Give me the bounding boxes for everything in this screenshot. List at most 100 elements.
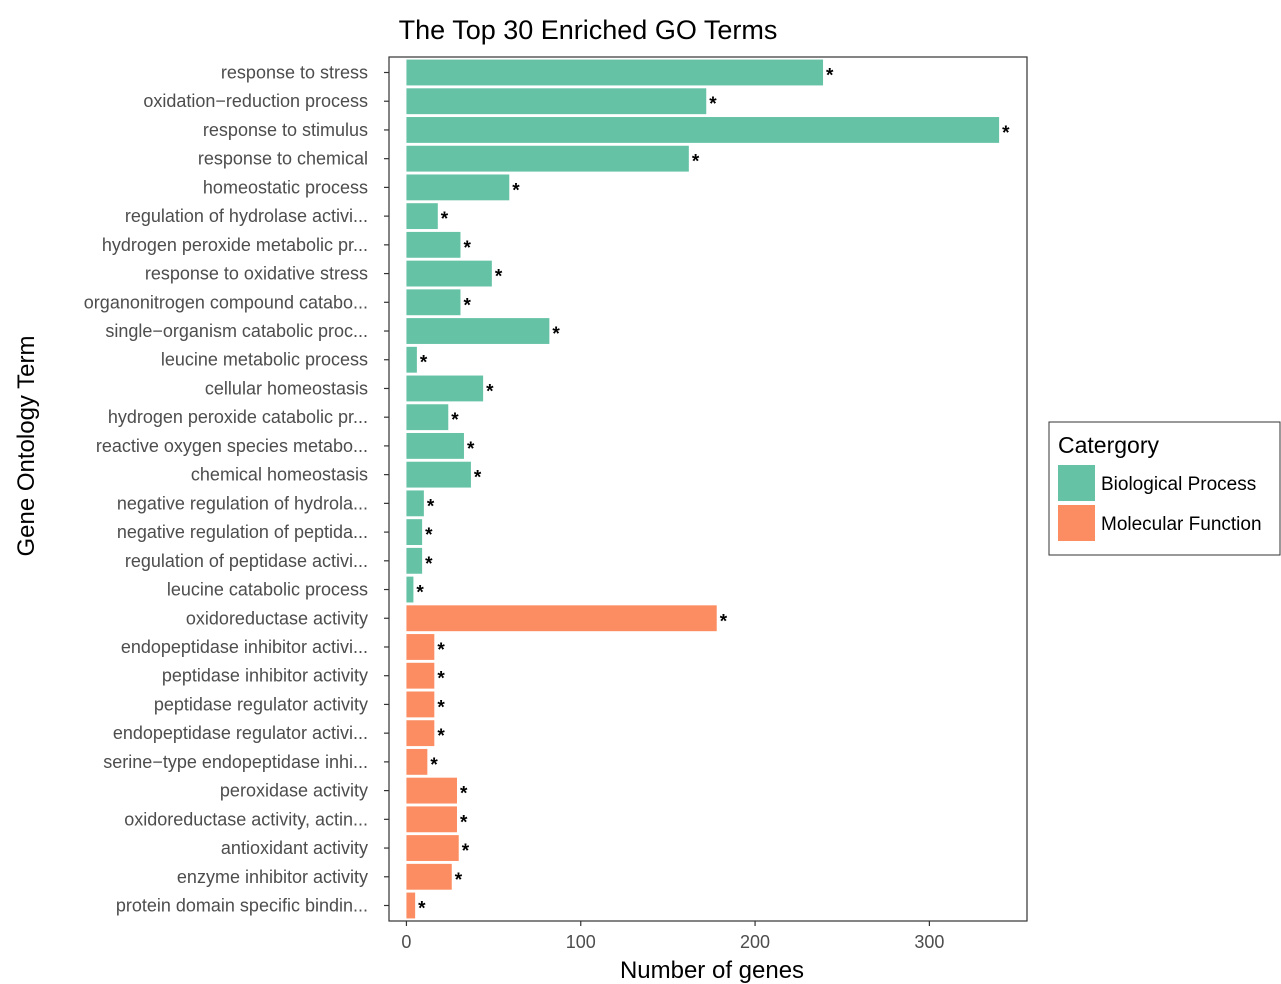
significance-star-2: * bbox=[709, 94, 717, 115]
bar-6 bbox=[406, 203, 438, 230]
bar-12 bbox=[406, 375, 484, 402]
significance-star-5: * bbox=[512, 180, 520, 201]
bar-10 bbox=[406, 318, 550, 344]
bar-14 bbox=[406, 432, 464, 459]
y-tick-label-22: peptidase inhibitor activity bbox=[162, 666, 368, 686]
bar-24 bbox=[406, 720, 435, 747]
y-tick-label-8: response to oxidative stress bbox=[145, 264, 368, 284]
x-tick-label-1: 0 bbox=[401, 932, 411, 952]
significance-star-19: * bbox=[416, 583, 424, 604]
significance-star-3: * bbox=[1002, 123, 1010, 144]
legend-key-molecular-function bbox=[1058, 505, 1095, 541]
plot-panel bbox=[388, 56, 1028, 922]
bar-2 bbox=[406, 88, 707, 115]
bar-17 bbox=[406, 519, 423, 546]
bar-21 bbox=[406, 634, 435, 660]
significance-star-28: * bbox=[462, 841, 470, 862]
significance-star-8: * bbox=[495, 267, 503, 288]
y-tick-label-12: cellular homeostasis bbox=[205, 378, 368, 398]
significance-star-18: * bbox=[425, 554, 433, 575]
bar-15 bbox=[406, 461, 471, 488]
y-tick-label-10: single−organism catabolic proc... bbox=[105, 321, 368, 341]
legend-label-molecular-function: Molecular Function bbox=[1101, 514, 1262, 535]
y-tick-label-6: regulation of hydrolase activi... bbox=[125, 206, 368, 226]
y-tick-label-3: response to stimulus bbox=[203, 120, 368, 140]
y-tick-label-26: peroxidase activity bbox=[220, 781, 368, 801]
significance-star-29: * bbox=[455, 870, 463, 891]
bar-30 bbox=[406, 892, 416, 919]
significance-star-9: * bbox=[463, 295, 471, 316]
x-axis-title: Number of genes bbox=[620, 957, 804, 984]
significance-star-11: * bbox=[420, 353, 428, 374]
y-tick-label-23: peptidase regulator activity bbox=[154, 694, 368, 714]
significance-star-20: * bbox=[720, 611, 728, 632]
significance-star-23: * bbox=[437, 697, 445, 718]
significance-star-16: * bbox=[427, 496, 435, 517]
bar-7 bbox=[406, 231, 461, 258]
y-tick-label-20: oxidoreductase activity bbox=[186, 608, 368, 628]
y-tick-label-16: negative regulation of hydrola... bbox=[117, 493, 368, 513]
legend: Catergory Biological Process Molecular F… bbox=[1048, 421, 1281, 556]
bar-28 bbox=[406, 835, 459, 861]
x-tick-label-4: 300 bbox=[914, 932, 944, 952]
y-tick-label-28: antioxidant activity bbox=[221, 838, 368, 858]
y-tick-label-2: oxidation−reduction process bbox=[143, 91, 368, 111]
significance-star-30: * bbox=[418, 899, 426, 920]
significance-star-15: * bbox=[474, 468, 482, 489]
x-tick-label-3: 200 bbox=[740, 932, 770, 952]
x-tick-label-2: 100 bbox=[566, 932, 596, 952]
y-tick-label-29: enzyme inhibitor activity bbox=[177, 867, 368, 887]
bar-20 bbox=[406, 605, 717, 632]
y-tick-label-21: endopeptidase inhibitor activi... bbox=[121, 637, 368, 657]
significance-star-12: * bbox=[486, 381, 494, 402]
y-tick-label-13: hydrogen peroxide catabolic pr... bbox=[108, 407, 368, 427]
y-axis-title: Gene Ontology Term bbox=[13, 335, 40, 556]
significance-star-10: * bbox=[552, 324, 560, 345]
y-tick-label-27: oxidoreductase activity, actin... bbox=[124, 809, 368, 829]
significance-star-17: * bbox=[425, 525, 433, 546]
bar-26 bbox=[406, 777, 457, 804]
bar-16 bbox=[406, 490, 424, 517]
x-axis: 0 100 200 300 bbox=[401, 921, 944, 952]
y-tick-label-1: response to stress bbox=[221, 63, 368, 83]
significance-star-4: * bbox=[692, 152, 700, 173]
significance-star-1: * bbox=[826, 66, 834, 87]
bars-layer: * * * * * * * * * * * * * * * * * * * * * * * * * * * * * * bbox=[406, 59, 1010, 920]
significance-star-27: * bbox=[460, 812, 468, 833]
y-tick-label-7: hydrogen peroxide metabolic pr... bbox=[102, 235, 368, 255]
y-tick-label-17: negative regulation of peptida... bbox=[117, 522, 368, 542]
y-tick-label-9: organonitrogen compound catabo... bbox=[84, 292, 368, 312]
bar-18 bbox=[406, 547, 423, 574]
bar-23 bbox=[406, 691, 435, 718]
significance-star-13: * bbox=[451, 410, 459, 431]
significance-star-14: * bbox=[467, 439, 475, 460]
y-tick-label-18: regulation of peptidase activi... bbox=[125, 551, 368, 571]
bar-11 bbox=[406, 346, 417, 373]
y-tick-label-24: endopeptidase regulator activi... bbox=[113, 723, 368, 743]
significance-star-26: * bbox=[460, 784, 468, 805]
bar-5 bbox=[406, 174, 510, 201]
legend-key-biological-process bbox=[1058, 465, 1095, 501]
bar-29 bbox=[406, 863, 452, 890]
bar-4 bbox=[406, 145, 689, 172]
bar-9 bbox=[406, 289, 461, 316]
legend-label-biological-process: Biological Process bbox=[1101, 474, 1256, 495]
y-tick-label-11: leucine metabolic process bbox=[161, 350, 368, 370]
y-tick-label-15: chemical homeostasis bbox=[191, 465, 368, 485]
significance-star-22: * bbox=[437, 669, 445, 690]
significance-star-7: * bbox=[463, 238, 471, 259]
significance-star-25: * bbox=[430, 755, 438, 776]
bar-1 bbox=[406, 59, 824, 86]
bar-8 bbox=[406, 260, 492, 287]
y-tick-label-25: serine−type endopeptidase inhi... bbox=[103, 752, 368, 772]
bar-22 bbox=[406, 662, 435, 689]
y-tick-label-4: response to chemical bbox=[198, 149, 368, 169]
legend-title: Catergory bbox=[1058, 432, 1159, 458]
significance-star-24: * bbox=[437, 726, 445, 747]
bar-27 bbox=[406, 806, 457, 833]
chart-title: The Top 30 Enriched GO Terms bbox=[399, 15, 778, 45]
significance-star-21: * bbox=[437, 640, 445, 661]
bar-3 bbox=[406, 117, 1000, 143]
y-tick-label-5: homeostatic process bbox=[203, 177, 368, 197]
bar-19 bbox=[406, 576, 414, 603]
